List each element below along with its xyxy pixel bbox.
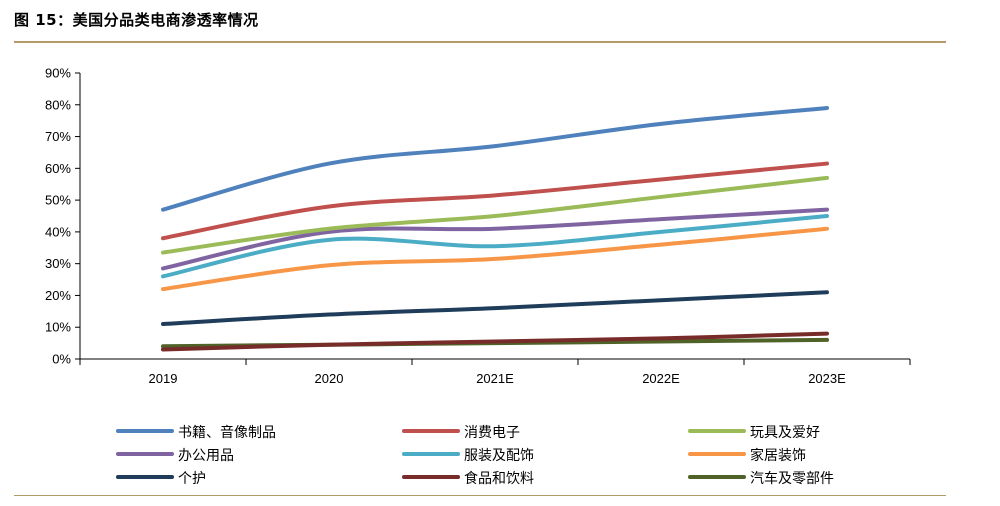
- figure-title: 图 15：美国分品类电商渗透率情况: [14, 11, 259, 29]
- legend-label: 服装及配饰: [464, 448, 534, 464]
- y-tick-label: 20%: [45, 288, 71, 303]
- series-line: [161, 226, 829, 292]
- legend-label: 家居装饰: [750, 447, 806, 464]
- legend-label: 书籍、音像制品: [178, 424, 276, 441]
- legend-label: 办公用品: [178, 448, 234, 464]
- x-tick-label: 2023E: [808, 371, 846, 386]
- x-tick-label: 2021E: [476, 371, 514, 386]
- legend-item: 消费电子: [402, 425, 520, 441]
- x-tick-label: 2020: [315, 371, 344, 386]
- legend-item: 服装及配饰: [402, 448, 534, 464]
- x-tick-label: 2019: [149, 371, 178, 386]
- legend-item: 汽车及零部件: [688, 470, 834, 487]
- legend-item: 书籍、音像制品: [116, 424, 276, 441]
- legend-item: 食品和饮料: [402, 470, 534, 487]
- series-line: [161, 161, 829, 241]
- y-tick-label: 80%: [45, 97, 71, 112]
- series-line: [161, 175, 829, 255]
- series-line: [161, 207, 829, 271]
- legend-label: 汽车及零部件: [750, 470, 834, 487]
- legend-item: 家居装饰: [688, 447, 806, 464]
- legend-item: 个护: [116, 471, 206, 487]
- y-tick-label: 90%: [45, 66, 71, 81]
- y-tick-label: 60%: [45, 161, 71, 176]
- y-tick-label: 50%: [45, 193, 71, 208]
- series-line: [161, 331, 829, 352]
- legend-label: 个护: [178, 471, 206, 487]
- x-tick-label: 2022E: [642, 371, 680, 386]
- y-tick-label: 10%: [45, 320, 71, 335]
- y-tick-label: 0%: [52, 352, 71, 367]
- legend-label: 消费电子: [464, 425, 520, 441]
- chart-series-lines: [161, 105, 829, 352]
- y-tick-label: 30%: [45, 256, 71, 271]
- legend-label: 玩具及爱好: [750, 425, 820, 441]
- series-line: [161, 290, 829, 327]
- title-rule: [14, 41, 946, 43]
- bottom-rule: [14, 495, 946, 496]
- y-tick-label: 70%: [45, 129, 71, 144]
- legend-item: 玩具及爱好: [688, 425, 820, 441]
- legend-item: 办公用品: [116, 448, 234, 464]
- chart-axes: 0% 10% 20% 30% 40% 50% 60% 70% 80% 90% 2019 2020 202…: [45, 66, 911, 386]
- series-line: [161, 214, 829, 279]
- legend-label: 食品和饮料: [464, 470, 534, 487]
- series-line: [161, 105, 829, 212]
- y-tick-label: 40%: [45, 224, 71, 239]
